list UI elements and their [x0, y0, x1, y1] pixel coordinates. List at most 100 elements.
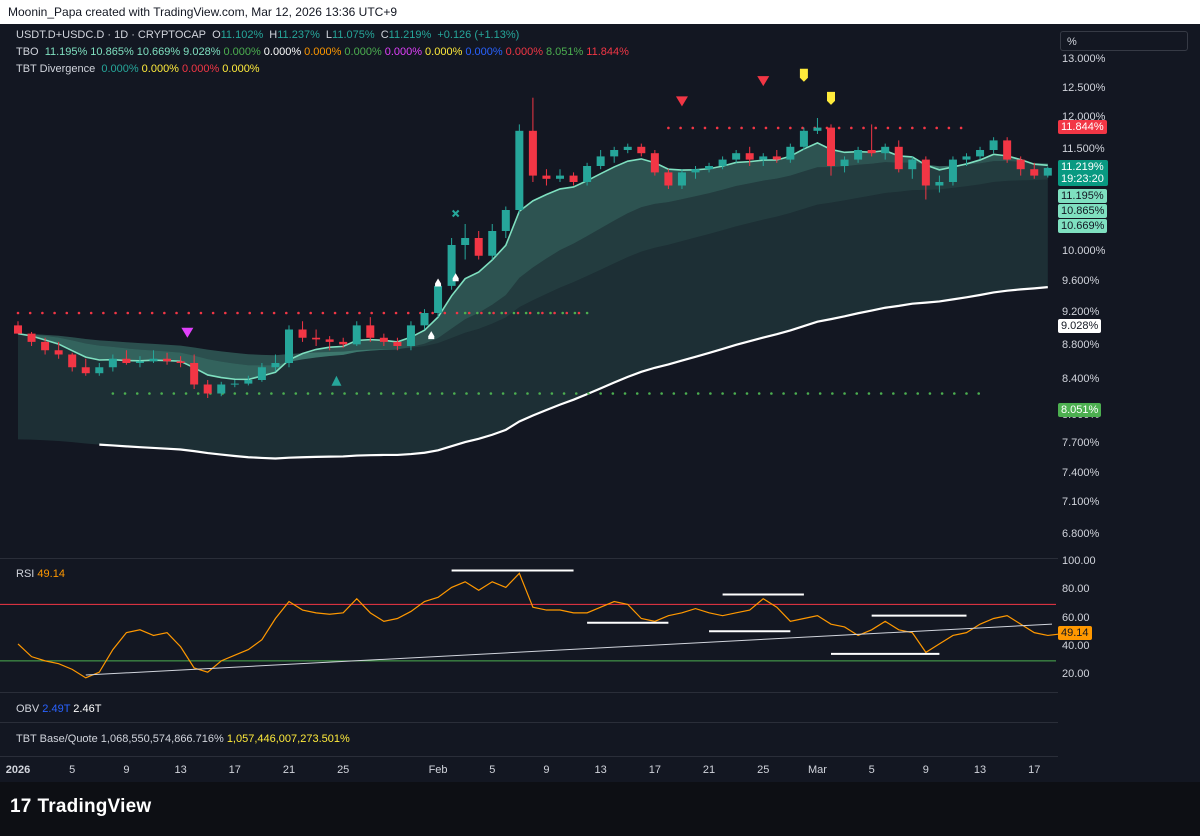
rsi-axis-label: 40.00: [1062, 639, 1090, 652]
price-axis-label: 7.100%: [1062, 496, 1100, 508]
candle-body: [135, 361, 144, 363]
support-dot: [111, 392, 115, 395]
candle-body: [325, 339, 334, 342]
cloud-band: [18, 161, 1048, 366]
support-dot: [184, 392, 188, 395]
support-dot: [635, 392, 639, 395]
x-marker-icon: [451, 209, 460, 218]
base-quote-legend[interactable]: TBT Base/Quote 1,068,550,574,866.716% 1,…: [16, 733, 350, 745]
resistance-dot: [138, 311, 142, 315]
pane-divider[interactable]: [0, 558, 1058, 559]
candle-body: [854, 150, 863, 160]
candle-body: [54, 350, 63, 355]
resistance-dot: [431, 311, 434, 315]
obv-legend[interactable]: OBV 2.49T 2.46T: [16, 703, 101, 715]
tbo-name[interactable]: TBO: [16, 46, 39, 58]
tradingview-logo[interactable]: 17 TradingView: [10, 796, 151, 818]
resistance-dot: [577, 311, 581, 315]
tbo-lines: [17, 141, 1048, 460]
tbo-legend[interactable]: TBO 11.195% 10.865% 10.669% 9.028% 0.000% 0.0…: [16, 46, 635, 58]
support-dot: [892, 392, 895, 395]
price-axis-label: 9.200%: [1062, 306, 1100, 318]
candle-body: [474, 238, 483, 256]
support-dot: [587, 392, 590, 395]
divergence-legend[interactable]: TBT Divergence 0.000% 0.000% 0.000% 0.000%: [16, 63, 266, 75]
pane-divider[interactable]: [0, 692, 1058, 693]
candle-body: [203, 384, 212, 394]
price-axis-label: 7.400%: [1062, 467, 1100, 479]
candle-body: [556, 175, 564, 179]
support-dot: [489, 392, 493, 395]
pane-divider[interactable]: [0, 722, 1058, 723]
support-dot: [172, 392, 176, 395]
tbo-slow-tag: 10.669%: [1058, 219, 1108, 233]
candle-body: [122, 358, 131, 363]
base-quote-name[interactable]: TBT Base/Quote: [16, 733, 98, 745]
support-dot: [123, 392, 127, 395]
base-quote-value-1: 1,068,550,574,866.716%: [100, 733, 224, 745]
candle-body: [149, 358, 158, 362]
rsi-legend[interactable]: RSI 49.14: [16, 568, 65, 580]
main-chart-canvas[interactable]: [0, 0, 1200, 782]
resistance-dot: [862, 126, 865, 130]
cloud-band: [18, 142, 1048, 380]
support-dot: [355, 392, 359, 395]
support-dot: [465, 392, 468, 395]
tbo-value-5: 0.000%: [263, 46, 302, 58]
candle-body: [257, 367, 266, 380]
candle-body: [596, 156, 605, 166]
support-dot: [953, 392, 956, 395]
rsi-value: 49.14: [37, 568, 65, 580]
price-axis-label: 12.500%: [1062, 82, 1106, 94]
candle-body: [41, 341, 50, 351]
bar-countdown: 19:23:20: [1061, 173, 1104, 185]
symbol-legend[interactable]: USDT.D+USDC.D · 1D · CRYPTOCAP O11.102% …: [16, 29, 520, 41]
resistance-dot: [528, 311, 532, 315]
time-axis-label: 21: [282, 764, 296, 776]
candle-body: [786, 146, 795, 160]
divergence-name[interactable]: TBT Divergence: [16, 63, 96, 75]
resistance-dot: [150, 311, 154, 315]
obv-name[interactable]: OBV: [16, 703, 40, 715]
resistance-dot: [382, 311, 386, 315]
resistance-dot: [175, 311, 178, 315]
support-dot: [965, 392, 968, 395]
time-axis-label: 9: [123, 764, 130, 776]
support-dot: [648, 392, 651, 395]
candle-body: [393, 341, 402, 346]
support-dot: [476, 311, 479, 315]
support-dot: [392, 392, 395, 395]
tbo-value-6: 0.000%: [304, 46, 342, 58]
candles[interactable]: [14, 97, 1052, 398]
time-axis-label: 13: [973, 764, 987, 776]
support-dot: [318, 392, 322, 395]
tbo-mid-tag: 10.865%: [1058, 204, 1108, 218]
support-tag: 8.051%: [1058, 403, 1102, 417]
tbo-values: 11.195% 10.865% 10.669% 9.028% 0.000% 0.000% 0…: [45, 46, 632, 58]
candle-body: [583, 166, 592, 182]
symbol-name[interactable]: USDT.D+USDC.D · 1D · CRYPTOCAP: [16, 29, 206, 41]
resistance-dot: [789, 126, 792, 130]
rsi-name[interactable]: RSI: [16, 568, 35, 580]
rsi-trendline: [85, 623, 1053, 676]
candle-body: [1030, 169, 1039, 176]
candle-body: [1016, 159, 1025, 170]
divergence-value-0: 0.000%: [101, 63, 139, 75]
support-dot: [709, 392, 712, 395]
time-axis-label: 17: [228, 764, 241, 776]
rsi-axis-label: 60.00: [1062, 611, 1090, 624]
scale-percent-button[interactable]: %: [1060, 31, 1188, 51]
support-dot: [585, 311, 589, 315]
price-axis-label: 10.000%: [1062, 245, 1106, 257]
candle-body: [664, 172, 673, 186]
candle-body: [677, 172, 686, 186]
support-dot: [331, 392, 334, 395]
rsi-pane[interactable]: [0, 569, 1062, 679]
candle-body: [285, 329, 293, 363]
credit-text: Moonin_Papa created with TradingView.com…: [8, 5, 398, 19]
support-dot: [721, 392, 724, 395]
support-dot: [599, 392, 602, 395]
resistance-dot: [947, 126, 951, 130]
open-value: 11.102%: [220, 29, 264, 41]
resistance-dot: [41, 311, 44, 315]
